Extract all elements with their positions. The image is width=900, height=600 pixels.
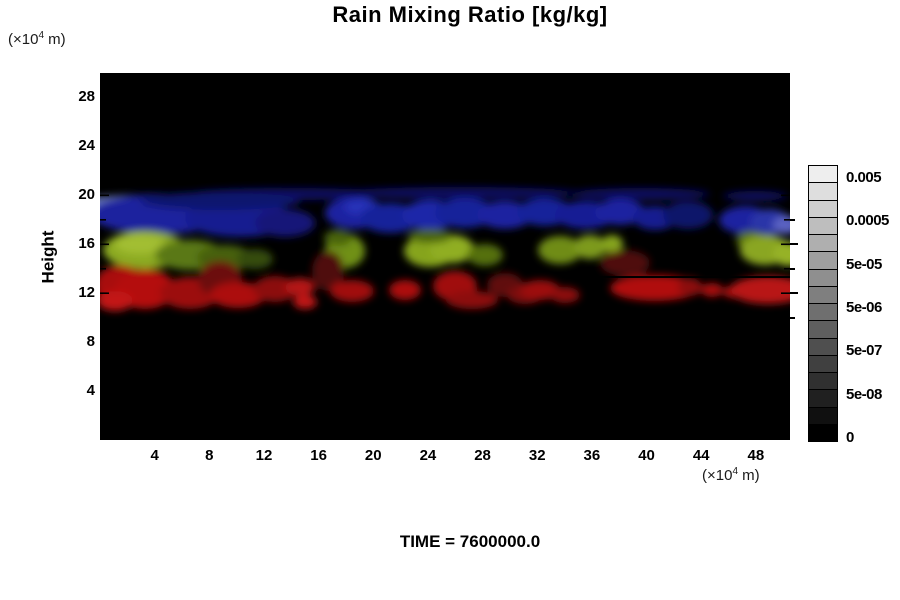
x-tick-label: 40 bbox=[638, 447, 655, 464]
colorbar-cell bbox=[809, 166, 837, 184]
x-tick-label: 12 bbox=[255, 447, 273, 464]
colorbar-cell bbox=[809, 217, 837, 235]
x-tick-label: 20 bbox=[364, 447, 382, 464]
y-tick-label: 8 bbox=[86, 333, 95, 351]
colorbar-cell bbox=[809, 304, 837, 322]
axis-tick-dash bbox=[790, 218, 795, 221]
x-tick-label: 48 bbox=[747, 447, 765, 464]
x-tick-label: 44 bbox=[692, 447, 710, 464]
axis-tick-dash bbox=[790, 316, 795, 319]
x-tick-label: 8 bbox=[205, 447, 214, 464]
y-tick-label: 12 bbox=[78, 284, 95, 302]
chart-title: Rain Mixing Ratio [kg/kg] bbox=[332, 2, 608, 27]
colorbar-label: 5e-08 bbox=[846, 385, 882, 403]
colorbar-cell bbox=[809, 338, 837, 356]
x-tick-label: 28 bbox=[474, 447, 491, 464]
y-tick-label: 4 bbox=[86, 382, 95, 400]
contour-plot bbox=[100, 73, 790, 440]
y-axis-unit-label: (×104 m) bbox=[8, 30, 66, 48]
x-axis-unit-label: (×104 m) bbox=[702, 466, 760, 484]
y-tick-label: 16 bbox=[78, 235, 95, 253]
colorbar-label: 5e-05 bbox=[846, 255, 882, 273]
colorbar-cell bbox=[809, 424, 837, 441]
colorbar bbox=[808, 165, 838, 442]
y-tick-label: 20 bbox=[78, 186, 95, 204]
colorbar-cell bbox=[809, 321, 837, 339]
colorbar-label: 0.005 bbox=[846, 169, 882, 186]
colorbar-cell bbox=[809, 252, 837, 270]
x-tick-label: 32 bbox=[528, 447, 546, 464]
x-tick-label: 24 bbox=[419, 447, 437, 464]
colorbar-cell bbox=[809, 355, 837, 373]
colorbar-label: 5e-07 bbox=[846, 342, 882, 360]
colorbar-cell bbox=[809, 286, 837, 304]
colorbar-cell bbox=[809, 269, 837, 287]
y-tick-label: 28 bbox=[78, 88, 95, 106]
colorbar-cell bbox=[809, 373, 837, 391]
x-tick-label: 16 bbox=[310, 447, 327, 464]
x-tick-label: 36 bbox=[583, 447, 601, 464]
axis-tick-dash bbox=[790, 292, 798, 295]
colorbar-label: 0.0005 bbox=[846, 212, 889, 230]
axis-tick-dash bbox=[790, 267, 795, 270]
colorbar-cell bbox=[809, 235, 837, 253]
x-tick-label: 4 bbox=[150, 447, 159, 464]
colorbar-label: 5e-06 bbox=[846, 298, 882, 316]
y-tick-label: 24 bbox=[78, 137, 95, 155]
colorbar-cell bbox=[809, 183, 837, 201]
colorbar-label: 0 bbox=[846, 428, 854, 446]
colorbar-cell bbox=[809, 200, 837, 218]
axis-tick-dash bbox=[790, 243, 798, 246]
time-label: TIME = 7600000.0 bbox=[399, 532, 541, 551]
colorbar-cell bbox=[809, 390, 837, 408]
colorbar-cell bbox=[809, 407, 837, 425]
